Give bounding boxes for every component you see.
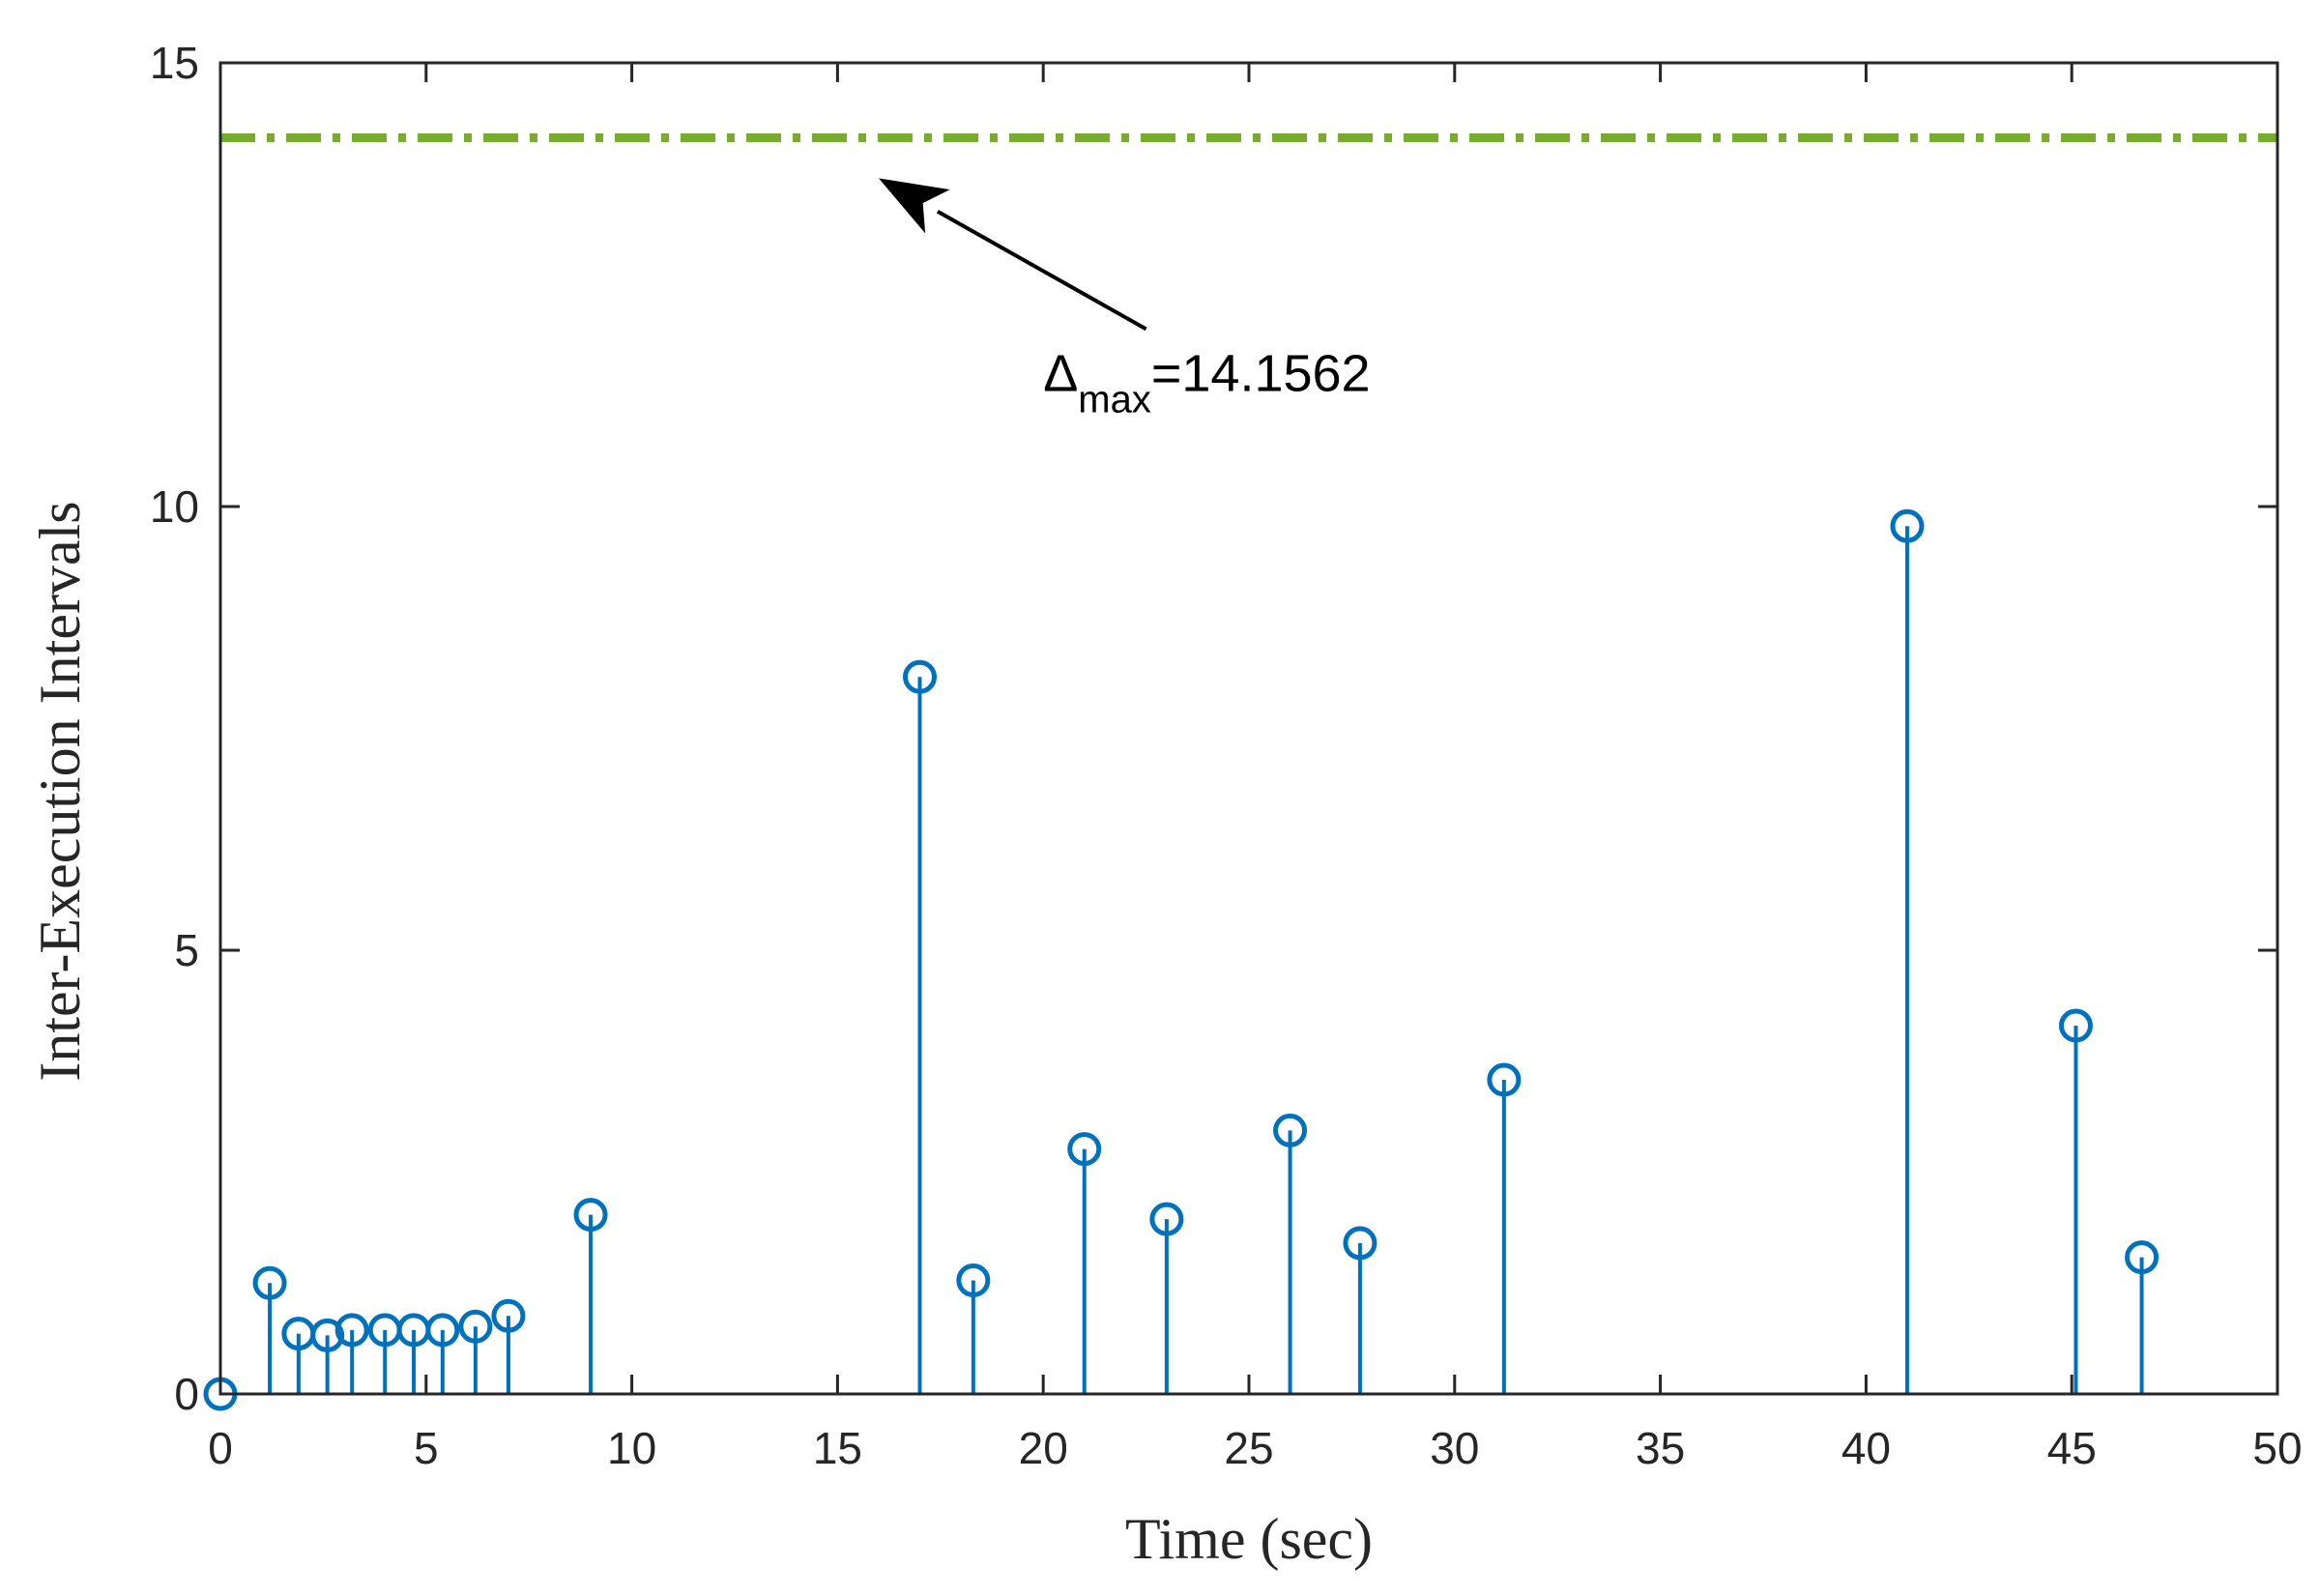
stem-marker [334, 1313, 369, 1348]
annotation-arrow-shaft [936, 209, 1147, 332]
x-tick-label: 50 [2252, 1423, 2302, 1473]
x-tick-label: 20 [1019, 1423, 1068, 1473]
stem-marker [573, 1198, 608, 1233]
annotation-layer: Δmax=14.1562 [878, 178, 1371, 421]
stem-marker [1487, 1062, 1522, 1097]
x-tick-label: 25 [1224, 1423, 1273, 1473]
x-tick-label: 10 [607, 1423, 656, 1473]
annotation-delta-symbol: Δ [1043, 345, 1078, 403]
stem-marker [2058, 1008, 2093, 1043]
stem-marker [2125, 1240, 2160, 1275]
x-tick-label: 5 [414, 1423, 439, 1473]
annotation-label: Δmax=14.1562 [1043, 345, 1370, 421]
x-tick-label: 35 [1636, 1423, 1685, 1473]
stem-marker [458, 1309, 493, 1344]
x-tick-label: 15 [813, 1423, 862, 1473]
y-tick-label: 15 [150, 38, 199, 88]
stem-marker [903, 659, 938, 694]
stem-marker [252, 1265, 287, 1300]
x-tick-label: 0 [208, 1423, 233, 1473]
x-tick-label: 40 [1842, 1423, 1891, 1473]
annotation-value: =14.1562 [1151, 345, 1371, 403]
y-tick-label: 0 [174, 1369, 199, 1419]
ticks-layer: 0 5 10 15 20 25 30 35 40 45 50 0 5 10 15 [150, 38, 2303, 1473]
y-tick-label: 5 [174, 925, 199, 975]
stem-marker [491, 1298, 526, 1333]
y-axis-title: Inter-Execution Intervals [28, 501, 92, 1081]
stem-marker [425, 1313, 460, 1348]
y-tick-label: 10 [150, 481, 199, 532]
stem-marker [1273, 1113, 1308, 1147]
stems-layer [203, 508, 2160, 1411]
x-axis-title: Time (sec) [1125, 1507, 1373, 1571]
x-tick-label: 30 [1430, 1423, 1479, 1473]
stem-marker [1890, 508, 1925, 543]
annotation-subscript: max [1078, 379, 1151, 421]
annotation-arrow-head [878, 178, 950, 234]
stem-marker [1343, 1226, 1378, 1261]
stem-marker [310, 1318, 345, 1352]
x-tick-label: 45 [2047, 1423, 2097, 1473]
stem-marker [956, 1262, 991, 1297]
stem-marker [1149, 1202, 1184, 1236]
stem-marker [1067, 1132, 1102, 1167]
